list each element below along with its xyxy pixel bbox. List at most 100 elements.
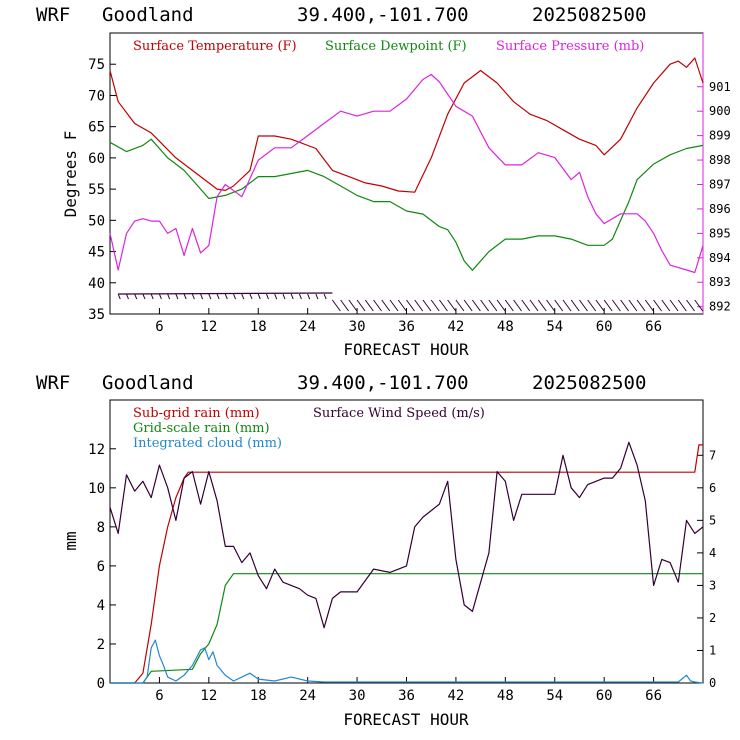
y2-tick-label: 7 [709,448,716,462]
wind-barb [315,293,319,300]
wind-barb [439,299,448,312]
wind-barb [348,299,358,312]
wind-barb [562,299,572,312]
y2-tick-label: 894 [709,251,731,265]
wind-barb [191,293,195,300]
y-tick-label: 55 [88,182,105,198]
wind-barb [323,293,327,300]
x-tick-label: 60 [596,319,613,335]
legend-subgrid-rain: Sub-grid rain (mm) [133,406,260,421]
wind-barb [266,293,269,300]
y2-tick-label: 893 [709,275,731,289]
wind-barb [554,299,564,312]
temperature-line [109,57,704,193]
wind-barb [595,299,605,312]
x-tick-label: 36 [398,688,415,704]
wind-barb [644,299,654,312]
top-y-ticks: 35 40 45 50 55 60 65 70 75 [88,57,116,323]
bottom-y-ticks: 0 2 4 6 8 10 12 [88,442,116,692]
wind-barb [257,293,261,300]
station-label-2: Goodland [102,372,194,394]
model-label-2: WRF [36,372,70,394]
bottom-x-ticks: 6 12 18 24 30 36 42 48 54 60 66 [155,677,662,704]
wind-barb [224,293,228,300]
date-label-2: 2025082500 [532,372,646,394]
wind-barb [628,299,638,312]
top-series [109,57,704,274]
wind-barb [208,293,212,300]
y-tick-label: 0 [97,676,105,692]
x-tick-label: 6 [155,319,163,335]
x-tick-label: 42 [447,688,464,704]
wind-barb [364,299,374,312]
wind-barb [183,293,187,300]
bottom-x-axis-label: FORECAST HOUR [343,710,469,729]
wind-barb [298,293,302,300]
wind-barb [331,299,341,312]
bottom-series [109,441,704,684]
wind-barb [249,293,253,300]
y2-tick-label: 900 [709,104,731,118]
wind-barb [373,299,382,312]
wind-barb [175,293,179,300]
y-tick-label: 2 [97,637,105,653]
wind-barb [480,299,490,312]
y-tick-label: 40 [88,276,105,292]
wind-barb [150,293,154,300]
wind-barb [282,293,286,300]
wind-barb [200,293,204,300]
coords-label-2: 39.400,-101.700 [297,372,469,394]
y-tick-label: 8 [97,520,105,536]
wind-barbs [117,292,704,312]
wind-barb [496,299,506,312]
x-tick-label: 12 [200,688,217,704]
legend-wind-speed: Surface Wind Speed (m/s) [313,406,485,421]
wind-barb [397,299,407,312]
x-tick-label: 60 [596,688,613,704]
wind-barb [356,299,366,312]
wind-barb [677,299,687,312]
x-tick-label: 48 [497,688,514,704]
subgrid-rain-line [110,444,703,684]
pressure-line [109,73,704,274]
y-tick-label: 4 [97,598,105,614]
dewpoint-line [109,138,704,271]
gridscale-rain-line [110,573,703,684]
x-tick-label: 30 [349,319,366,335]
x-tick-label: 30 [349,688,366,704]
top-x-axis-label: FORECAST HOUR [343,340,469,359]
wind-barb [570,299,580,312]
y-tick-label: 35 [88,307,105,323]
coords-label: 39.400,-101.700 [297,4,469,26]
y2-tick-label: 4 [709,546,716,560]
wind-barb [241,293,245,300]
x-tick-label: 36 [398,319,415,335]
y2-tick-label: 3 [709,578,716,592]
wind-barb [686,299,695,312]
y2-tick-label: 897 [709,177,731,191]
legend-temperature: Surface Temperature (F) [133,39,297,54]
wind-barb [513,299,522,312]
wind-barb [274,293,278,300]
y2-tick-label: 6 [709,481,716,495]
top-plot-frame [109,32,704,315]
wind-barb [430,299,440,312]
y-tick-label: 70 [88,88,105,104]
wind-barb [504,299,514,312]
wind-barb [126,293,129,300]
wind-barb [661,299,671,312]
top-pressure-ticks: 892 893 894 895 896 897 898 899 900 901 [697,80,731,314]
wind-barb [546,299,555,312]
wind-barb [340,299,350,312]
integrated-cloud-line [110,639,704,684]
wind-barb [521,299,531,312]
x-tick-label: 6 [155,688,163,704]
wind-barb [134,293,138,300]
legend-integrated-cloud: Integrated cloud (mm) [133,436,282,451]
y2-tick-label: 898 [709,153,731,167]
y-tick-label: 50 [88,213,105,229]
top-panel-header: WRF Goodland 39.400,-101.700 2025082500 [36,4,646,26]
y2-tick-label: 1 [709,643,716,657]
